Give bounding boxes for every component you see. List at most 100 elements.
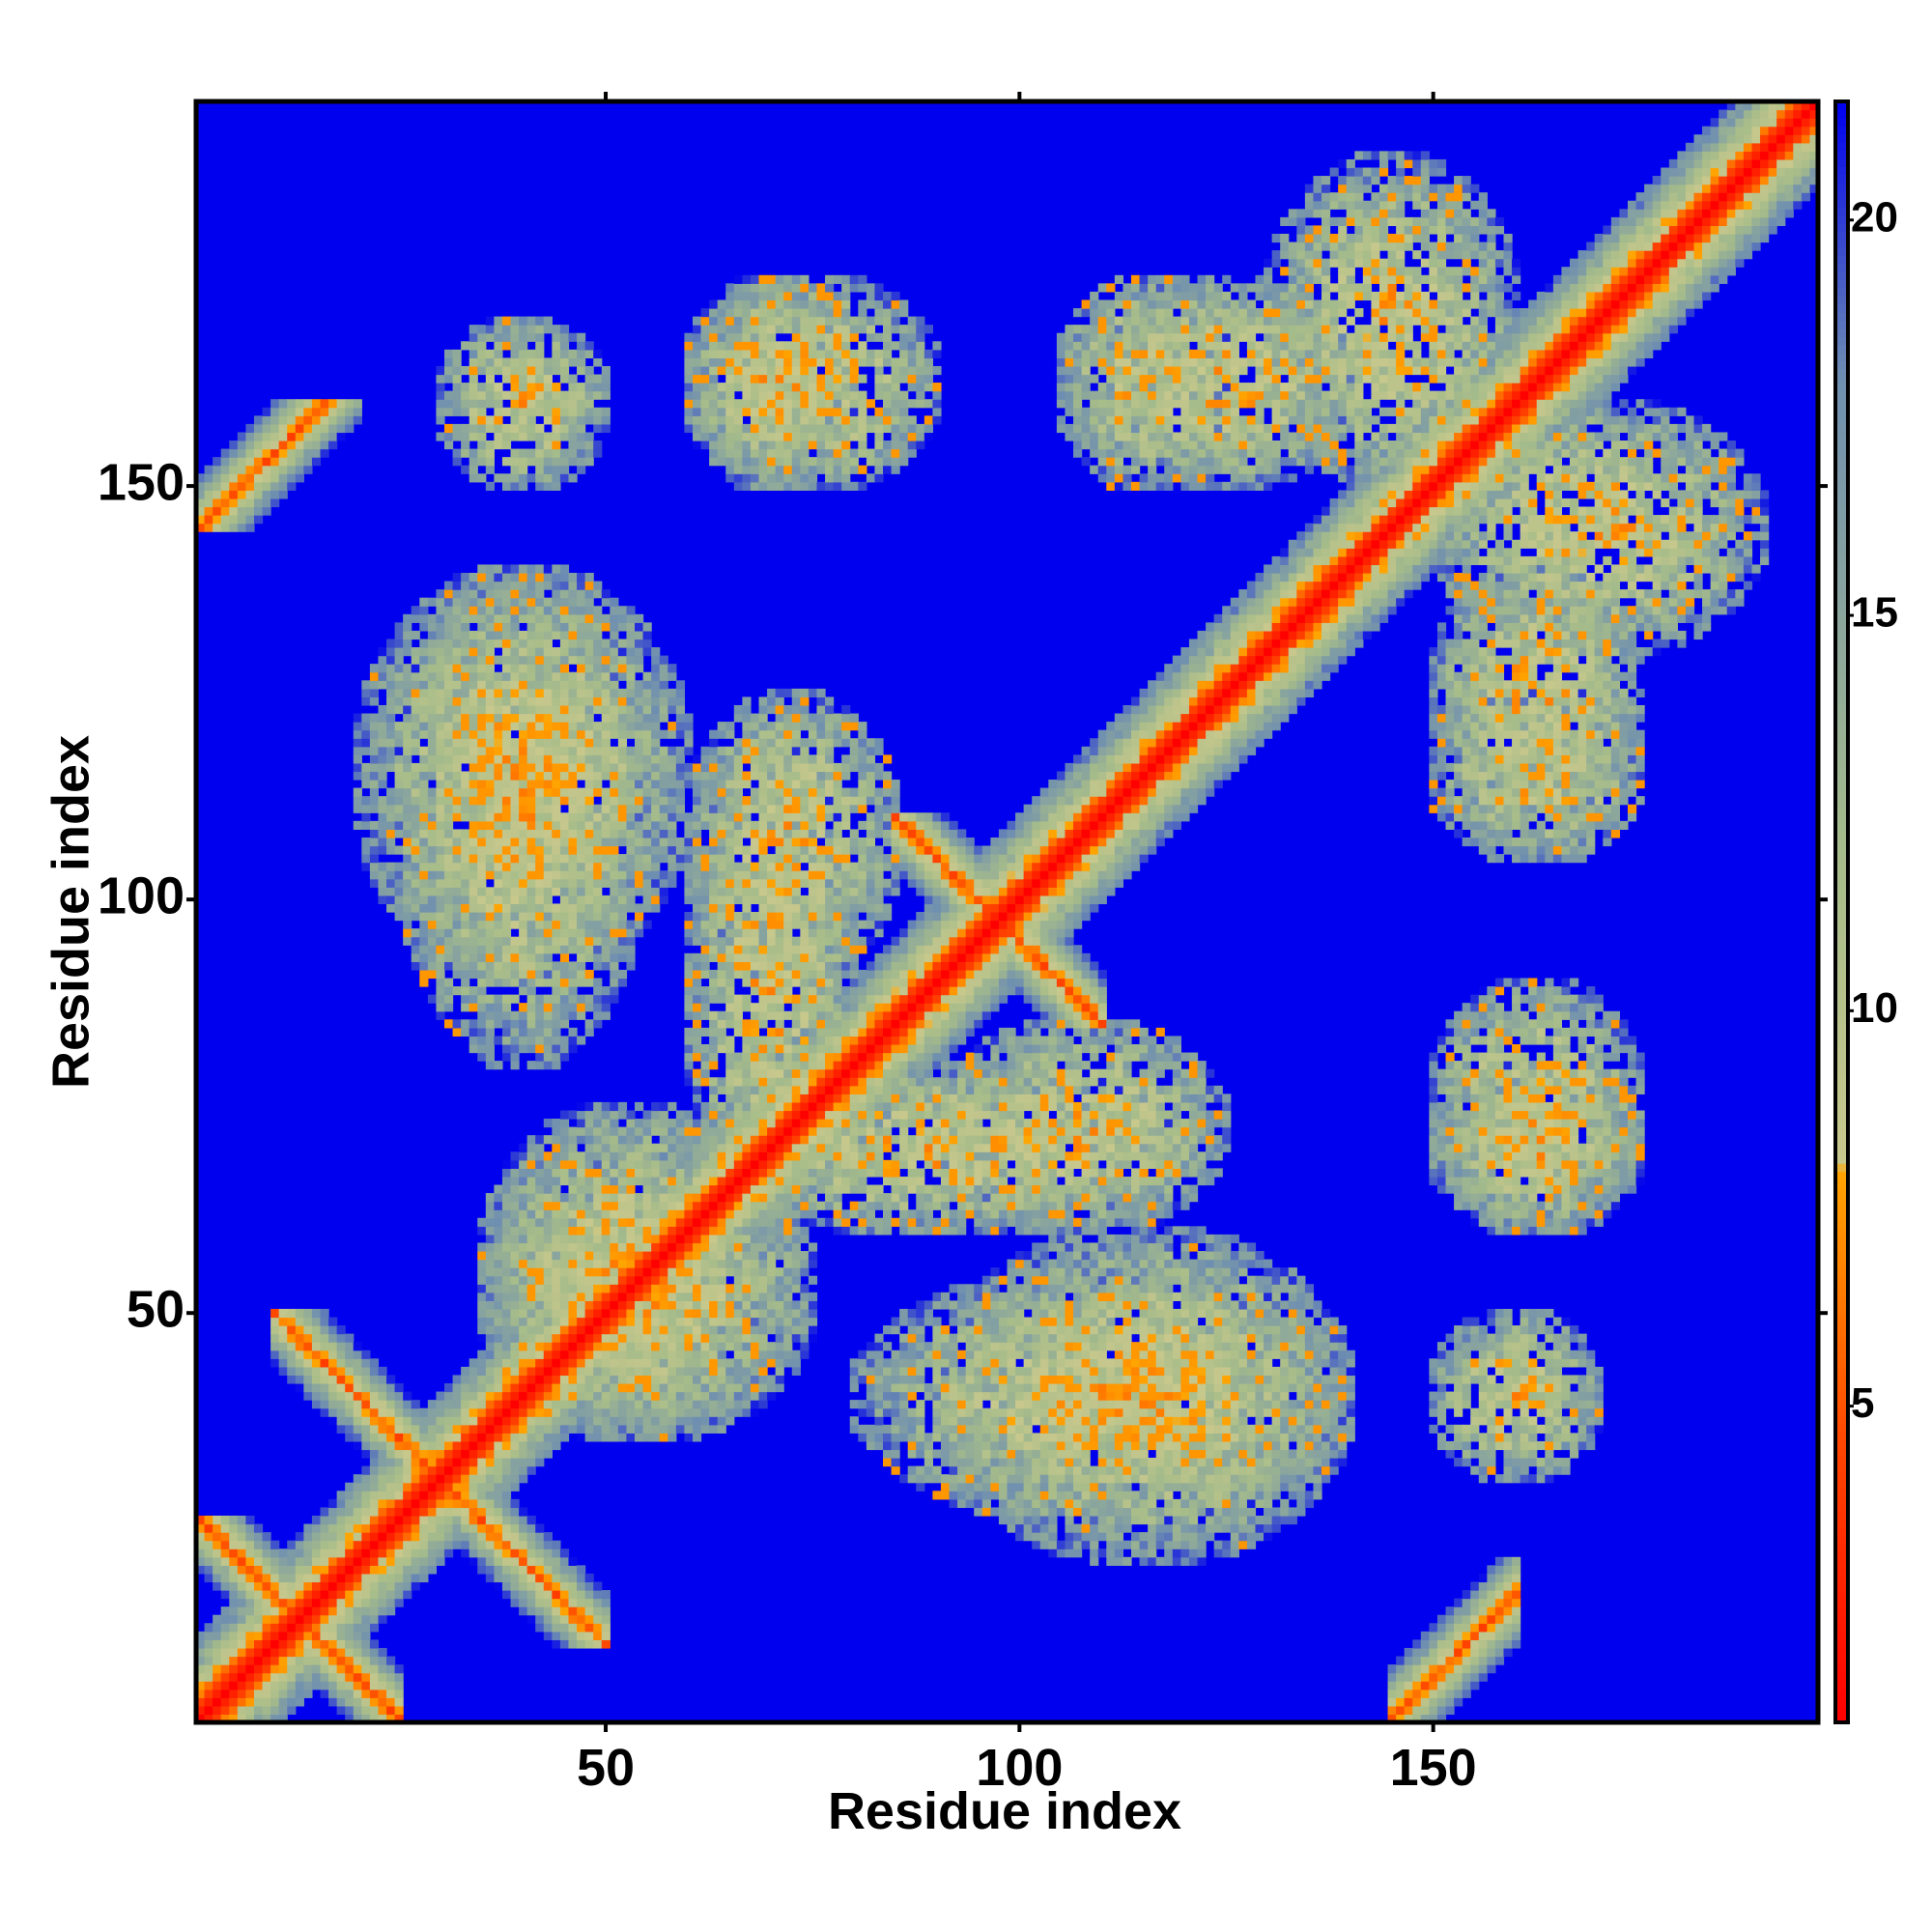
heatmap-cell <box>552 1292 561 1301</box>
heatmap-cell <box>519 1515 528 1525</box>
heatmap-cell <box>519 1540 528 1549</box>
heatmap-cell <box>336 1681 346 1690</box>
heatmap-cell <box>568 771 578 781</box>
heatmap-cell <box>642 1342 652 1351</box>
heatmap-cell <box>501 1259 512 1268</box>
heatmap-cell <box>501 1003 512 1012</box>
heatmap-cell <box>717 1300 726 1310</box>
heatmap-cell <box>419 1515 429 1525</box>
heatmap-cell <box>717 341 726 351</box>
heatmap-cell <box>213 506 222 516</box>
heatmap-cell <box>427 1440 438 1451</box>
heatmap-cell <box>584 1217 594 1227</box>
heatmap-cell <box>700 1317 710 1326</box>
heatmap-cell <box>584 1119 594 1128</box>
heatmap-cell <box>369 1523 380 1533</box>
heatmap-cell <box>461 837 470 847</box>
heatmap-cell <box>411 895 420 905</box>
heatmap-cell <box>345 1672 355 1682</box>
heatmap-cell <box>684 820 694 830</box>
heatmap-cell <box>577 787 586 797</box>
heatmap-cell <box>369 787 380 797</box>
heatmap-cell <box>196 1548 206 1558</box>
heatmap-cell <box>443 862 454 871</box>
heatmap-cell <box>477 1275 487 1285</box>
heatmap-cell <box>328 1573 338 1583</box>
heatmap-cell <box>287 1325 297 1335</box>
heatmap-cell <box>287 1681 297 1690</box>
heatmap-cell <box>369 1491 380 1500</box>
heatmap-cell <box>345 1647 355 1658</box>
heatmap-cell <box>709 325 719 334</box>
heatmap-cell <box>692 1201 702 1210</box>
heatmap-cell <box>452 854 462 864</box>
heatmap-cell <box>552 473 561 483</box>
heatmap-cell <box>345 1424 355 1434</box>
heatmap-cell <box>535 423 545 434</box>
heatmap-cell <box>427 762 438 773</box>
heatmap-cell <box>552 572 561 582</box>
heatmap-cell <box>519 390 528 400</box>
heatmap-cell <box>477 1003 487 1012</box>
heatmap-cell <box>353 1639 362 1649</box>
heatmap-cell <box>213 515 222 525</box>
heatmap-cell <box>477 357 487 367</box>
heatmap-cell <box>535 1135 545 1145</box>
heatmap-cell <box>361 854 371 864</box>
heatmap-cell <box>320 1507 329 1517</box>
heatmap-cell <box>436 1474 445 1484</box>
heatmap-cell <box>601 1259 611 1268</box>
heatmap-cell <box>668 1135 677 1145</box>
heatmap-cell <box>204 1532 213 1542</box>
heatmap-cell <box>642 1391 652 1401</box>
heatmap-cell <box>700 357 710 367</box>
heatmap-cell <box>700 812 710 822</box>
heatmap-cell <box>510 325 520 334</box>
heatmap-cell <box>510 1052 520 1062</box>
heatmap-cell <box>213 1573 222 1583</box>
heatmap-cell <box>601 804 611 813</box>
heatmap-cell <box>617 1209 628 1219</box>
heatmap-cell <box>485 754 495 764</box>
heatmap-cell <box>361 1433 371 1442</box>
heatmap-cell <box>568 1126 578 1136</box>
heatmap-cell <box>535 465 545 474</box>
heatmap-cell <box>485 383 495 392</box>
heatmap-cell <box>668 1226 677 1236</box>
heatmap-cell <box>394 630 404 640</box>
heatmap-cell <box>229 481 239 491</box>
heatmap-cell <box>568 349 578 358</box>
heatmap-cell <box>593 1623 603 1633</box>
heatmap-cell <box>469 1424 478 1434</box>
heatmap-cell <box>411 796 420 806</box>
heatmap-cell <box>510 473 520 483</box>
heatmap-cell <box>369 1639 380 1649</box>
heatmap-cell <box>378 1573 387 1583</box>
heatmap-cell <box>535 969 545 980</box>
heatmap-cell <box>320 1350 329 1359</box>
heatmap-cell <box>543 903 553 913</box>
heatmap-cell <box>593 383 603 392</box>
heatmap-cell <box>543 1159 553 1169</box>
heatmap-cell <box>485 1027 495 1037</box>
heatmap-cell <box>709 299 719 309</box>
heatmap-cell <box>593 780 603 789</box>
heatmap-cell <box>378 1375 387 1384</box>
heatmap-cell <box>526 630 536 640</box>
heatmap-cell <box>552 1308 561 1319</box>
heatmap-cell <box>253 415 264 425</box>
heatmap-cell <box>668 1217 677 1227</box>
heatmap-cell <box>477 713 487 723</box>
heatmap-cell <box>552 887 561 896</box>
heatmap-cell <box>229 448 239 458</box>
heatmap-cell <box>501 1391 512 1401</box>
heatmap-cell <box>552 1036 561 1045</box>
heatmap-cell <box>610 1119 619 1128</box>
heatmap-cell <box>369 1656 380 1665</box>
heatmap-cell <box>461 945 470 954</box>
heatmap-cell <box>510 1019 520 1029</box>
heatmap-cell <box>577 1400 586 1409</box>
heatmap-cell <box>469 1400 478 1409</box>
heatmap-cell <box>345 1598 355 1607</box>
heatmap-cell <box>684 1325 694 1335</box>
